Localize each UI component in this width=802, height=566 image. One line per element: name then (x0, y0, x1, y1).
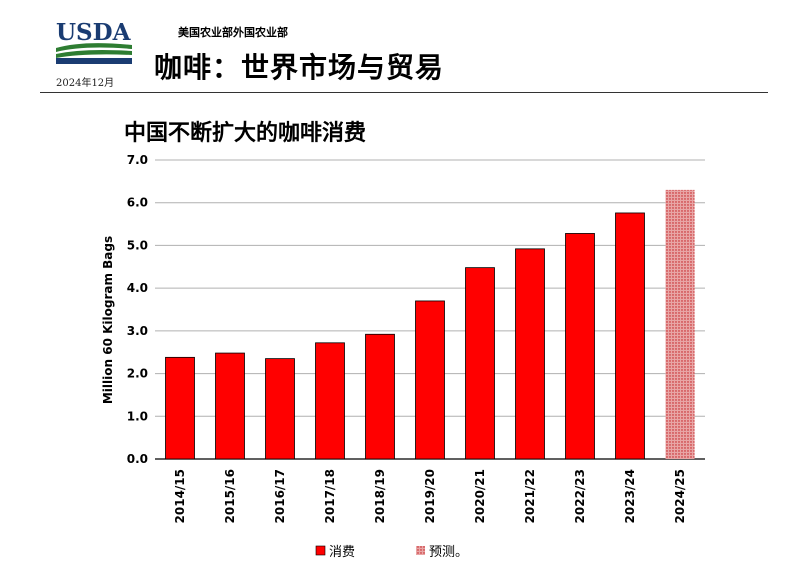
bar-consumption (615, 212, 645, 460)
x-tick-label: 2014/15 (173, 469, 187, 523)
y-tick-label: 5.0 (127, 238, 148, 252)
x-tick-label: 2019/20 (423, 469, 437, 523)
report-date: 2024年12月 (56, 78, 115, 89)
usda-logo-text: USDA (56, 19, 132, 46)
legend-swatch-forecast (416, 546, 425, 555)
y-tick-label: 7.0 (127, 153, 148, 167)
x-tick-label: 2017/18 (323, 469, 337, 523)
bar-consumption (165, 356, 195, 460)
page-title: 咖啡：世界市场与贸易 (154, 51, 445, 84)
bar-consumption (565, 233, 595, 460)
y-tick-label: 6.0 (127, 196, 148, 210)
bar-consumption (415, 300, 445, 460)
department-name: 美国农业部外国农业部 (178, 26, 288, 39)
bar-consumption (265, 358, 295, 460)
y-tick-label: 3.0 (127, 324, 148, 338)
legend-label-forecast: 预测。 (429, 545, 468, 560)
y-tick-label: 2.0 (127, 367, 148, 381)
bar-consumption (215, 352, 245, 460)
x-tick-label: 2015/16 (223, 469, 237, 523)
x-tick-label: 2018/19 (373, 469, 387, 523)
x-tick-label: 2016/17 (273, 469, 287, 523)
x-tick-label: 2024/25 (673, 469, 687, 523)
y-tick-label: 0.0 (127, 452, 148, 466)
bar-consumption (365, 333, 395, 460)
bar-consumption (315, 342, 345, 460)
bar-forecast (665, 189, 695, 459)
chart-title: 中国不断扩大的咖啡消费 (124, 120, 366, 146)
x-tick-label: 2021/22 (523, 469, 537, 523)
y-axis-label: Million 60 Kilogram Bags (101, 236, 115, 404)
x-tick-label: 2023/24 (623, 469, 637, 523)
x-tick-label: 2022/23 (573, 469, 587, 523)
x-tick-label: 2020/21 (473, 469, 487, 523)
y-tick-label: 1.0 (127, 409, 148, 423)
header-divider (40, 92, 768, 93)
bar-consumption (465, 267, 495, 460)
y-tick-label: 4.0 (127, 281, 148, 295)
legend-swatch-consumption (315, 545, 326, 556)
bar-consumption (515, 248, 545, 460)
legend-label-consumption: 消费 (329, 545, 355, 560)
usda-logo: USDA (56, 19, 132, 64)
